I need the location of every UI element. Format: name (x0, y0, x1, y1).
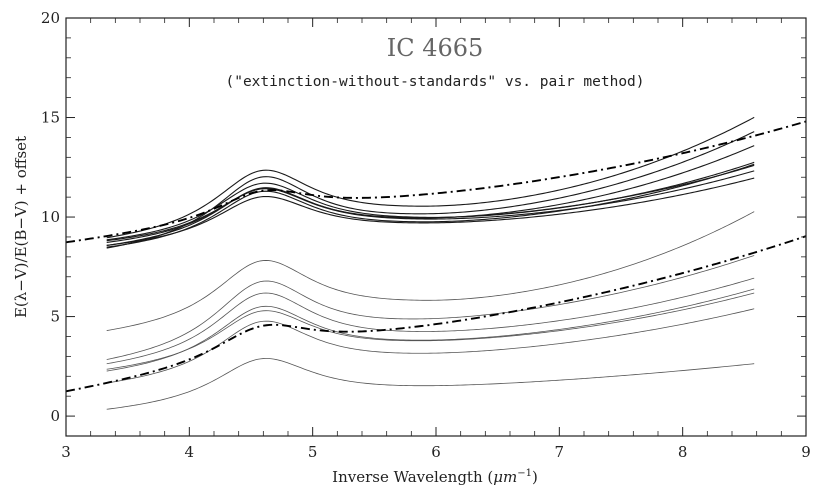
x-axis-label-main: Inverse Wavelength ( (332, 468, 493, 486)
series-line-upper-1 (106, 116, 755, 239)
x-tick-label: 7 (555, 443, 565, 461)
x-tick-label: 5 (308, 443, 318, 461)
series-line-lower-1 (106, 211, 755, 331)
series-line-upper-7 (106, 170, 755, 242)
series-line-lower-5 (106, 292, 755, 370)
x-tick-label: 3 (61, 443, 71, 461)
x-axis-label: Inverse Wavelength (μm−1) (332, 468, 538, 486)
x-axis-label-close: ) (532, 468, 538, 486)
series-line-lower-4 (106, 288, 755, 372)
y-tick-label: 15 (41, 109, 60, 127)
series-line-lower-standard (65, 235, 807, 393)
series-line-lower-7 (106, 358, 755, 410)
y-tick-label: 5 (50, 308, 60, 326)
y-tick-label: 10 (41, 208, 60, 226)
x-tick-label: 8 (678, 443, 688, 461)
series-line-upper-8 (106, 177, 755, 246)
y-axis-label: E(λ−V)/E(B−V) + offset (12, 136, 30, 318)
series-line-upper-5 (106, 164, 755, 244)
x-tick-label: 9 (801, 443, 811, 461)
y-tick-label: 20 (41, 9, 60, 27)
series-line-lower-2 (106, 255, 755, 360)
x-tick-label: 4 (185, 443, 195, 461)
series-line-upper-4 (106, 161, 755, 241)
series-line-upper-standard (65, 120, 807, 244)
x-tick-label: 6 (431, 443, 441, 461)
y-tick-label: 0 (50, 407, 60, 425)
chart-title: IC 4665 (387, 34, 484, 62)
x-axis-label-unit: μm (493, 468, 517, 486)
series-line-lower-6 (106, 308, 755, 384)
series-line-lower-3 (106, 277, 755, 365)
chart-subtitle: ("extinction-without-standards" vs. pair… (225, 74, 644, 90)
x-axis-label-exponent: −1 (517, 468, 532, 479)
series-line-upper-6 (106, 163, 755, 248)
series-line-upper-3 (106, 145, 755, 246)
